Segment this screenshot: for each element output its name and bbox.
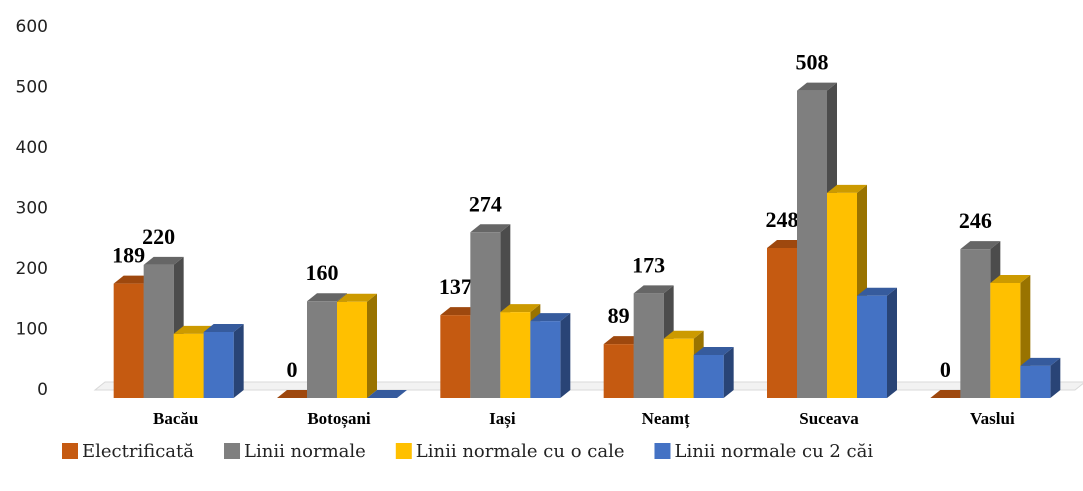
data-label: 220 bbox=[142, 224, 175, 249]
data-label: 189 bbox=[112, 243, 145, 268]
data-label: 246 bbox=[959, 208, 992, 233]
data-label: 89 bbox=[608, 303, 630, 328]
data-label: 137 bbox=[439, 274, 472, 299]
bar-face bbox=[827, 192, 857, 398]
bar-face bbox=[337, 301, 367, 398]
x-tick-label: Iași bbox=[489, 409, 516, 429]
legend-label: Linii normale bbox=[244, 441, 366, 462]
bar-face bbox=[470, 224, 511, 233]
bar-face bbox=[470, 232, 501, 398]
bar-face bbox=[143, 256, 184, 265]
bar-face bbox=[990, 275, 1031, 284]
y-tick-label: 400 bbox=[16, 138, 48, 158]
bar-face bbox=[307, 301, 337, 398]
bar-face bbox=[307, 293, 347, 302]
bar-face bbox=[693, 355, 724, 398]
bar-face bbox=[797, 90, 827, 398]
bar-face bbox=[367, 293, 377, 398]
bar-face bbox=[857, 287, 897, 296]
data-label: 248 bbox=[766, 207, 799, 232]
bar bbox=[203, 324, 244, 398]
bar-face bbox=[663, 338, 694, 398]
bar-face bbox=[500, 304, 541, 313]
bar-face bbox=[173, 325, 214, 334]
bar bbox=[337, 293, 377, 398]
data-label: 0 bbox=[287, 357, 298, 382]
y-tick-label: 200 bbox=[16, 259, 48, 279]
y-tick-label: 100 bbox=[16, 320, 48, 340]
bar-face bbox=[960, 241, 1001, 250]
bar-face bbox=[960, 249, 991, 398]
legend-swatch bbox=[395, 443, 412, 459]
bar-face bbox=[1050, 357, 1061, 398]
bar-face bbox=[603, 344, 634, 398]
x-tick-label: Neamț bbox=[642, 409, 690, 429]
x-tick-label: Bacău bbox=[153, 409, 198, 428]
legend-swatch bbox=[224, 443, 241, 459]
bar-face bbox=[530, 321, 561, 398]
bar-face bbox=[723, 347, 734, 398]
bar-face bbox=[367, 390, 407, 398]
bar-face bbox=[990, 283, 1021, 398]
data-label: 160 bbox=[306, 260, 339, 285]
bar-face bbox=[633, 285, 674, 294]
bar-face bbox=[767, 247, 797, 398]
bar bbox=[693, 347, 734, 398]
bar bbox=[367, 390, 407, 398]
bar-face bbox=[887, 287, 897, 398]
bar-face bbox=[663, 330, 704, 339]
bar-face bbox=[797, 82, 837, 91]
y-tick-label: 500 bbox=[16, 78, 48, 98]
bar-face bbox=[1020, 357, 1061, 366]
legend-label: Electrificată bbox=[82, 441, 194, 462]
y-tick-label: 0 bbox=[37, 380, 48, 400]
x-tick-label: Botoșani bbox=[307, 409, 371, 429]
legend-swatch bbox=[654, 443, 671, 459]
bar-face bbox=[1020, 365, 1051, 398]
bar-face bbox=[337, 293, 377, 302]
legend-label: Linii normale cu 2 căi bbox=[674, 441, 873, 462]
bar-face bbox=[530, 313, 571, 322]
bar bbox=[857, 287, 897, 398]
bar-face bbox=[560, 313, 571, 398]
bar-face bbox=[857, 295, 887, 398]
x-tick-label: Suceava bbox=[799, 409, 859, 428]
bar bbox=[1020, 357, 1061, 398]
legend-label: Linii normale cu o cale bbox=[416, 441, 625, 462]
bar bbox=[530, 313, 571, 398]
bar-face bbox=[827, 184, 867, 193]
bar-face bbox=[113, 283, 144, 398]
y-tick-label: 600 bbox=[16, 17, 48, 37]
data-label: 508 bbox=[796, 50, 829, 75]
data-label: 0 bbox=[940, 357, 951, 382]
x-tick-label: Vaslui bbox=[970, 409, 1015, 428]
bar-face bbox=[633, 293, 664, 398]
bar-face bbox=[500, 312, 531, 398]
bar-face bbox=[203, 324, 244, 333]
data-label: 274 bbox=[469, 191, 502, 216]
bar-face bbox=[440, 315, 471, 398]
legend-swatch bbox=[62, 443, 78, 459]
bar-face bbox=[233, 324, 244, 398]
y-tick-label: 300 bbox=[16, 199, 48, 219]
bar-face bbox=[693, 347, 734, 356]
bar-face bbox=[143, 264, 174, 398]
bar-face bbox=[173, 333, 204, 398]
bar-face bbox=[203, 332, 234, 398]
data-label: 173 bbox=[632, 252, 665, 277]
